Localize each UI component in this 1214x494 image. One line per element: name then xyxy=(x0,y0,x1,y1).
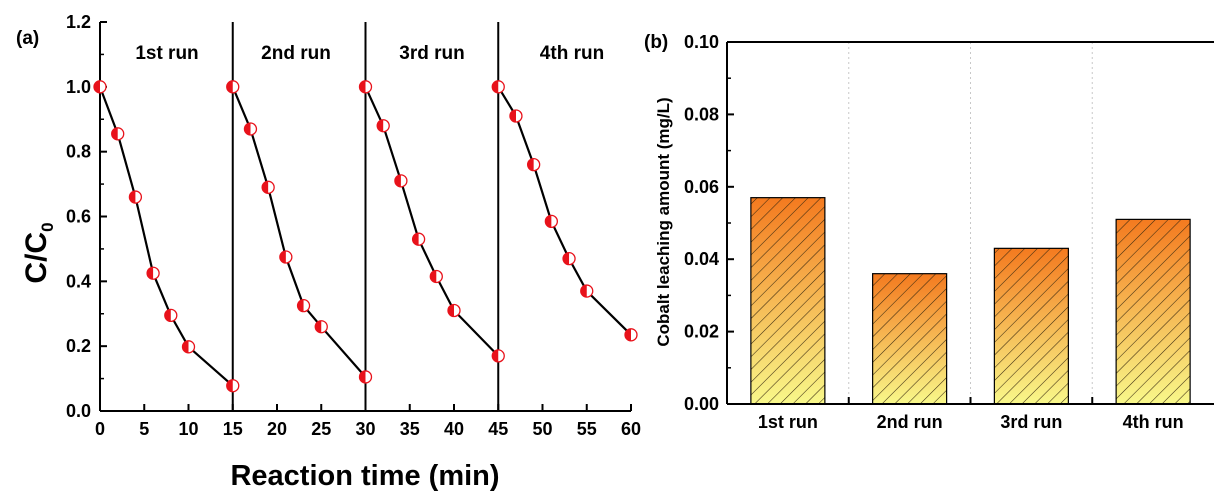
x-tick-label-a: 50 xyxy=(532,419,552,439)
data-point xyxy=(261,180,275,194)
x-tick-label-a: 40 xyxy=(444,419,464,439)
data-point xyxy=(580,284,594,298)
x-axis-title-a: Reaction time (min) xyxy=(230,460,499,492)
y-tick-label-b: 0.06 xyxy=(684,177,719,197)
bar-hatch xyxy=(993,247,1069,405)
panel-b: (b) 1st run 2nd run 3rd run 4th run 0.00 0.02… xyxy=(644,32,1214,432)
y-axis-title-a: C/C0 xyxy=(20,222,57,283)
data-point xyxy=(226,80,240,94)
panel-a-label: (a) xyxy=(16,28,39,49)
y-tick-label-a: 0.0 xyxy=(66,401,91,421)
data-point xyxy=(146,266,160,280)
y-tick-label-a: 0.2 xyxy=(66,336,91,356)
run-label: 4th run xyxy=(540,43,604,64)
run-label: 3rd run xyxy=(399,43,464,64)
panel-a: (a) 0.0 0.2 0.4 0.6 0.8 1.0 1.2 0 5 10 15 20 25 30 35 4… xyxy=(16,12,641,492)
x-tick-label-a: 25 xyxy=(311,419,331,439)
data-point xyxy=(128,190,143,204)
x-tick-label-a: 35 xyxy=(400,419,420,439)
panel-a-plot-area: 0.0 0.2 0.4 0.6 0.8 1.0 1.2 0 5 10 15 20 25 30 35 40 45 5… xyxy=(66,12,641,439)
y-tick-label-a: 1.2 xyxy=(66,12,91,32)
y-tick-label-a: 1.0 xyxy=(66,77,91,97)
data-point xyxy=(243,122,258,136)
x-tick-label-b: 1st run xyxy=(758,412,818,432)
data-point xyxy=(447,303,461,318)
data-point xyxy=(226,379,240,393)
y-tick-label-b: 0.10 xyxy=(684,32,719,52)
data-point xyxy=(491,349,505,363)
data-point xyxy=(624,328,638,342)
data-point xyxy=(93,80,107,94)
y-axis-title-a-main: C/C xyxy=(20,232,53,284)
x-tick-label-a: 30 xyxy=(355,419,375,439)
data-point xyxy=(509,109,523,123)
data-point xyxy=(296,298,311,313)
data-point xyxy=(279,250,293,264)
x-tick-label-a: 0 xyxy=(95,419,105,439)
data-point xyxy=(491,80,505,94)
panel-b-plot-area: 1st run 2nd run 3rd run 4th run 0.00 0.02 0.04… xyxy=(684,32,1214,432)
x-tick-label-a: 45 xyxy=(488,419,508,439)
data-point xyxy=(562,251,576,266)
x-tick-label-b: 4th run xyxy=(1123,412,1184,432)
data-point xyxy=(376,119,390,133)
data-point xyxy=(527,157,541,172)
data-point xyxy=(394,174,408,188)
y-axis-title-b: Cobalt leaching amount (mg/L) xyxy=(654,97,673,346)
run-label: 1st run xyxy=(135,43,198,64)
x-tick-label-b: 3rd run xyxy=(1000,412,1062,432)
y-axis-title-a-sub: 0 xyxy=(38,222,57,231)
data-point xyxy=(411,232,426,246)
panel-b-label: (b) xyxy=(644,32,668,53)
run-label: 2nd run xyxy=(261,43,331,64)
data-point xyxy=(358,80,373,94)
data-point xyxy=(164,308,178,323)
y-tick-label-a: 0.6 xyxy=(66,207,91,227)
data-point xyxy=(181,340,196,354)
x-tick-label-a: 10 xyxy=(178,419,198,439)
data-point xyxy=(358,370,373,384)
data-point xyxy=(544,214,558,229)
bar-hatch xyxy=(750,197,826,405)
x-tick-label-a: 20 xyxy=(267,419,287,439)
bar-hatch xyxy=(1115,218,1191,405)
x-tick-label-a: 5 xyxy=(139,419,149,439)
bar-hatch xyxy=(872,273,948,405)
data-point xyxy=(111,127,125,141)
series-line-run-4 xyxy=(497,86,632,336)
y-tick-label-b: 0.02 xyxy=(684,322,719,342)
data-point xyxy=(314,320,328,334)
x-tick-label-a: 55 xyxy=(577,419,597,439)
y-tick-label-a: 0.4 xyxy=(66,271,91,291)
data-point xyxy=(429,269,443,284)
x-tick-label-a: 15 xyxy=(223,419,243,439)
y-tick-label-a: 0.8 xyxy=(66,142,91,162)
y-tick-label-b: 0.00 xyxy=(684,394,719,414)
y-tick-label-b: 0.04 xyxy=(684,249,719,269)
x-tick-label-b: 2nd run xyxy=(877,412,943,432)
y-tick-label-b: 0.08 xyxy=(684,104,719,124)
x-tick-label-a: 60 xyxy=(621,419,641,439)
